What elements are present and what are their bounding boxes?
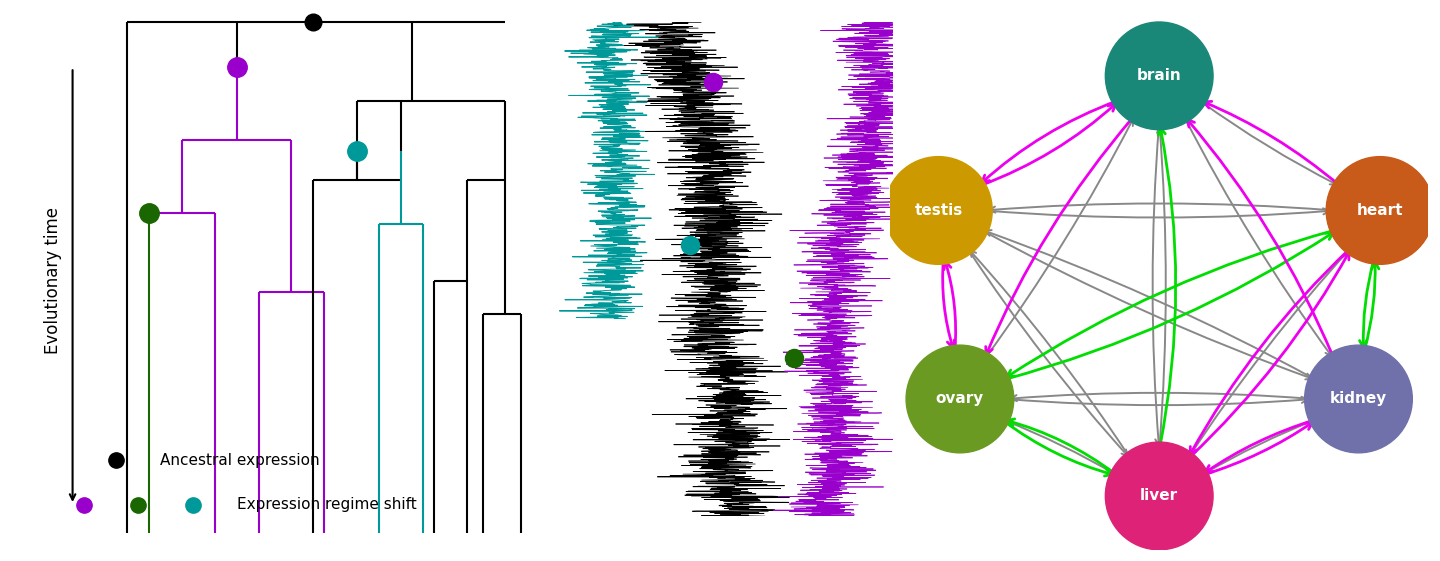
- Text: kidney: kidney: [1331, 392, 1387, 407]
- Text: testis: testis: [914, 203, 962, 218]
- Text: Expression regime shift: Expression regime shift: [236, 498, 416, 512]
- Text: brain: brain: [1136, 68, 1182, 84]
- Text: ovary: ovary: [936, 392, 984, 407]
- Circle shape: [884, 157, 992, 264]
- Text: heart: heart: [1356, 203, 1403, 218]
- Text: Evolutionary time: Evolutionary time: [45, 207, 62, 354]
- Text: liver: liver: [1140, 489, 1178, 503]
- Circle shape: [906, 345, 1014, 453]
- Circle shape: [1106, 22, 1212, 130]
- Text: Ancestral expression: Ancestral expression: [160, 453, 320, 467]
- Circle shape: [1106, 442, 1212, 550]
- Circle shape: [1326, 157, 1434, 264]
- Circle shape: [1305, 345, 1413, 453]
